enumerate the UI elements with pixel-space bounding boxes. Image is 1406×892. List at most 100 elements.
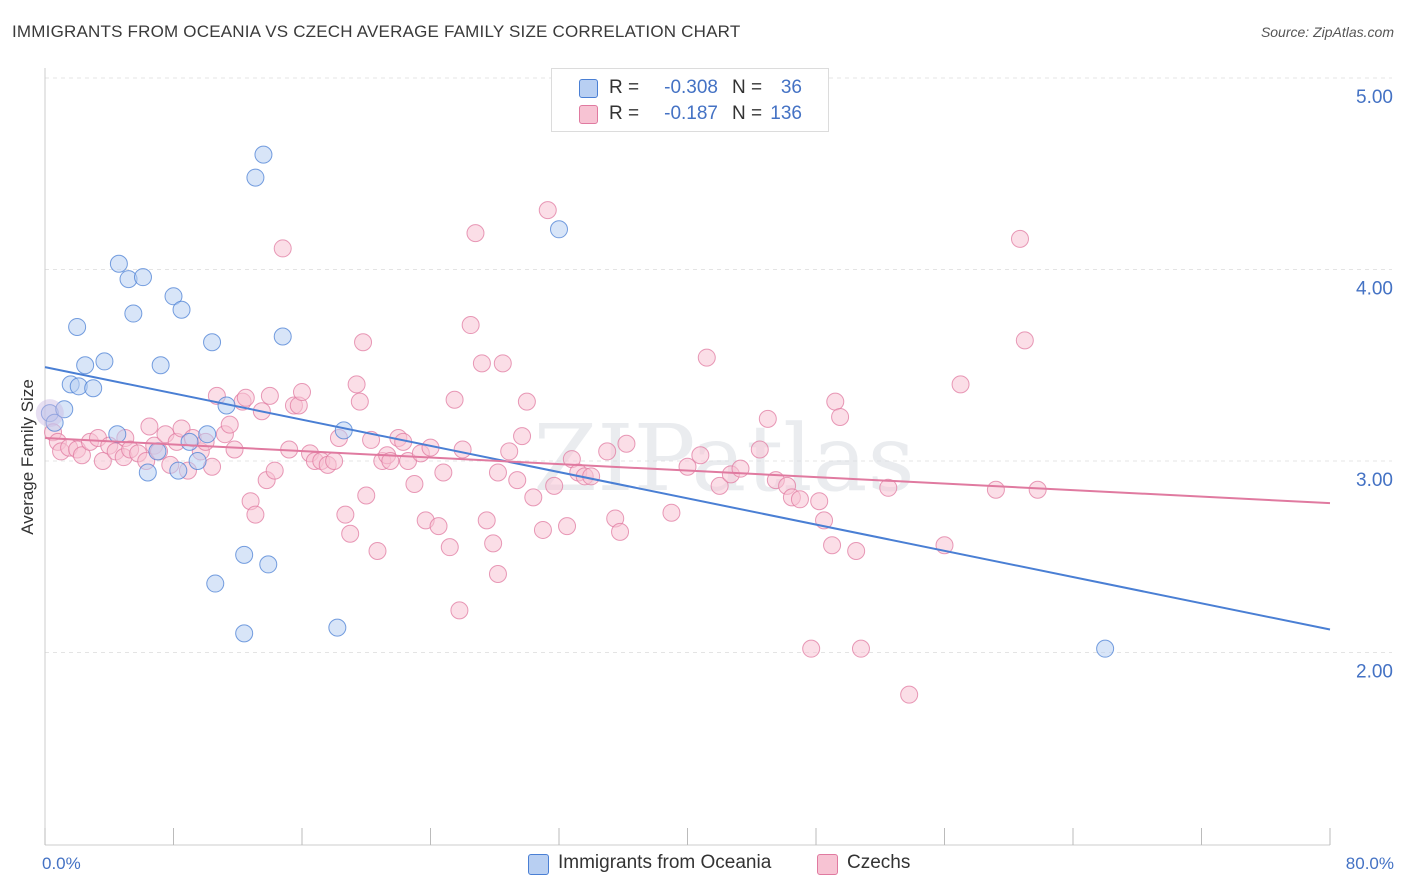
czechs-point <box>758 409 777 428</box>
czechs-point <box>354 333 373 352</box>
czechs-point <box>662 503 681 522</box>
oceania-point <box>172 300 191 319</box>
czechs-point <box>350 392 369 411</box>
oceania-trend-line <box>44 366 1331 631</box>
czechs-point <box>336 505 355 524</box>
oceania-point <box>254 145 273 164</box>
legend-label-oceania: Immigrants from Oceania <box>558 852 772 873</box>
czechs-point <box>513 427 532 446</box>
legend-swatch-blue <box>528 854 549 875</box>
czechs-point <box>220 415 239 434</box>
oceania-point <box>206 574 225 593</box>
czechs-point <box>293 383 311 402</box>
czechs-point <box>810 492 829 511</box>
czechs-point <box>368 542 387 561</box>
czechs-point <box>533 520 552 539</box>
oceania-point <box>76 356 95 375</box>
czechs-point <box>93 452 112 470</box>
czechs-point <box>538 201 557 220</box>
czechs-point <box>524 488 543 507</box>
czechs-point <box>731 459 750 478</box>
legend-r-label: R = <box>609 103 640 124</box>
czechs-point <box>697 348 716 367</box>
czechs-point <box>802 639 821 658</box>
oceania-point <box>550 220 568 239</box>
oceania-point <box>169 461 188 480</box>
czechs-point <box>445 390 464 409</box>
czechs-point <box>1015 331 1034 350</box>
czechs-point <box>750 440 769 459</box>
oceania-point <box>95 352 114 371</box>
oceania-point <box>109 254 128 273</box>
y-tick-label: 3.00 <box>1356 470 1393 491</box>
czechs-point <box>236 388 255 407</box>
czechs-point <box>493 354 512 373</box>
czechs-point <box>434 463 453 482</box>
tick-labels: 2.00 3.00 4.00 5.00 0.0% 80.0% Average Family … <box>18 87 1394 873</box>
oceania-point <box>55 400 74 419</box>
czechs-point <box>362 430 381 449</box>
oceania-point <box>68 317 87 336</box>
czechs-point <box>477 511 496 530</box>
czechs-point <box>1010 229 1029 248</box>
data-points <box>35 145 1115 704</box>
czechs-point <box>1028 480 1047 499</box>
czechs-point <box>951 375 970 394</box>
legend-r-label: R = <box>609 77 640 98</box>
czechs-point <box>710 476 729 495</box>
czechs-point <box>847 542 866 561</box>
trend-lines <box>44 366 1331 631</box>
czechs-point <box>823 536 842 555</box>
legend-row-oceania: R = -0.308 N = 36 <box>552 75 828 101</box>
watermark: ZIPatlas <box>533 405 914 512</box>
czechs-point <box>246 505 265 524</box>
oceania-point <box>328 618 347 637</box>
oceania-point <box>235 545 254 564</box>
czechs-point <box>790 490 809 509</box>
legend-r-value: -0.308 <box>664 77 718 98</box>
y-tick-label: 4.00 <box>1356 279 1393 300</box>
grid-lines <box>45 77 1392 653</box>
y-tick-label: 2.00 <box>1356 662 1393 683</box>
oceania-point <box>273 327 292 346</box>
legend-swatch-blue <box>579 79 598 98</box>
czechs-point <box>466 224 485 243</box>
czechs-point <box>879 478 898 497</box>
oceania-point <box>148 442 167 461</box>
czechs-point <box>611 522 630 541</box>
legend-label-czechs: Czechs <box>847 852 911 873</box>
source-label: Source: ZipAtlas.com <box>1260 24 1394 40</box>
oceania-point <box>1096 639 1115 658</box>
y-tick-label: 5.00 <box>1356 87 1393 108</box>
czechs-point <box>450 601 469 620</box>
czechs-point <box>225 440 244 459</box>
axes <box>44 68 1331 846</box>
czechs-point <box>325 452 344 470</box>
czechs-point <box>986 480 1005 499</box>
oceania-point <box>188 452 207 470</box>
czechs-point <box>72 446 91 465</box>
oceania-point <box>84 379 103 398</box>
legend-swatch-pink <box>579 105 598 124</box>
czechs-point <box>545 476 564 495</box>
czechs-point <box>582 467 601 486</box>
x-tick-label-max: 80.0% <box>1346 854 1394 873</box>
oceania-point <box>151 356 170 375</box>
oceania-point <box>259 555 278 574</box>
czechs-point <box>405 474 424 493</box>
legend-n-value: 36 <box>780 77 802 98</box>
czechs-point <box>508 471 527 490</box>
czechs-point <box>429 517 448 536</box>
oceania-point <box>180 432 199 451</box>
czechs-point <box>347 375 366 394</box>
oceania-point <box>124 304 143 323</box>
czechs-point <box>617 434 636 453</box>
czechs-point <box>488 463 507 482</box>
correlation-legend: R = -0.308 N = 36 R = -0.187 N = 136 <box>551 68 829 132</box>
czechs-point <box>453 440 472 459</box>
series-legend: Immigrants from Oceania Czechs <box>0 851 1406 881</box>
legend-n-label: N = <box>732 103 763 124</box>
legend-swatch-pink <box>817 854 838 875</box>
legend-row-czechs: R = -0.187 N = 136 <box>552 101 828 127</box>
